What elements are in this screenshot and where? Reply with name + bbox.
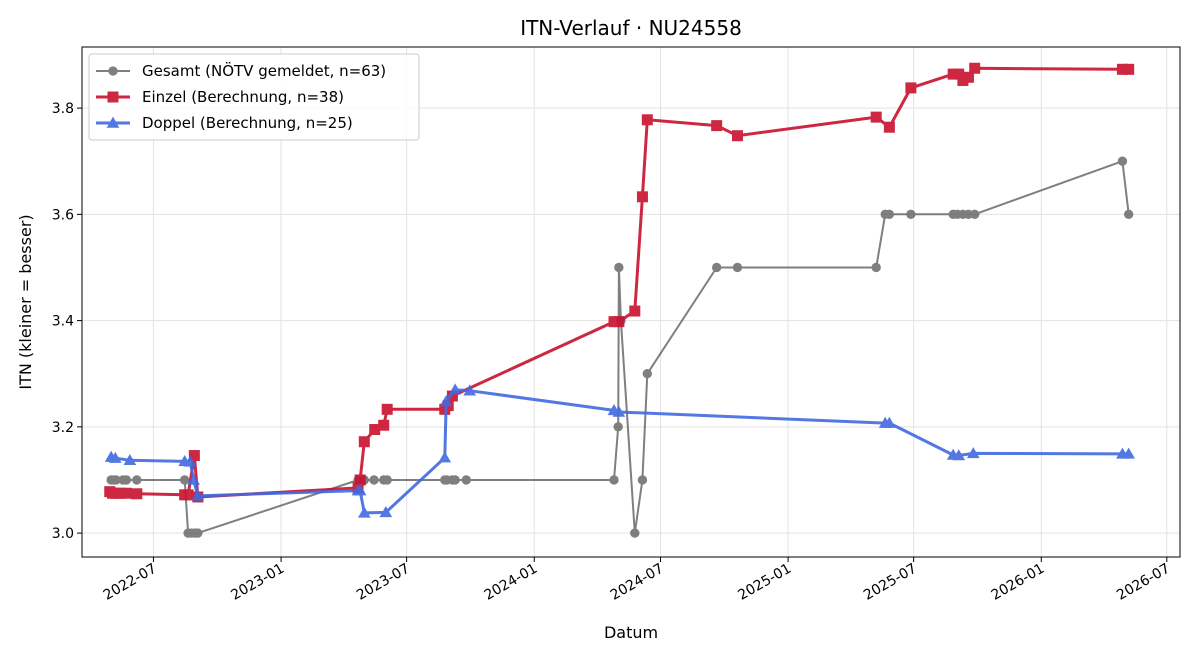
series-point-einzel (731, 130, 743, 142)
series-point-doppel (883, 416, 896, 428)
series-point-doppel (966, 447, 980, 459)
series-point-gesamt (121, 475, 132, 485)
series-line-doppel-group (104, 383, 1135, 518)
series-point-gesamt (179, 475, 190, 485)
series-point-einzel (711, 120, 723, 132)
series-point-einzel (957, 74, 969, 86)
legend-entry-label: Einzel (Berechnung, n=38) (142, 88, 344, 106)
series-point-einzel (358, 436, 370, 448)
series-point-einzel (120, 487, 132, 499)
series-point-gesamt (613, 422, 623, 432)
series-point-gesamt (642, 369, 652, 379)
y-tick-label: 3.2 (52, 420, 74, 436)
series-point-gesamt (614, 262, 624, 273)
series-point-gesamt (906, 209, 916, 220)
series-point-einzel (114, 487, 126, 499)
legend-swatch (96, 91, 130, 103)
series-point-einzel (354, 474, 366, 486)
series-point-einzel (131, 488, 143, 500)
series-point-doppel (191, 489, 205, 501)
series-point-gesamt (1123, 209, 1134, 220)
series-point-einzel (969, 62, 981, 74)
series-point-gesamt (609, 475, 619, 485)
y-axis-label: ITN (kleiner = besser) (16, 214, 35, 389)
legend-entry-label: Gesamt (NÖTV gemeldet, n=63) (142, 61, 386, 80)
series-point-gesamt (637, 475, 648, 485)
series-point-doppel (438, 451, 452, 463)
series-layer (104, 62, 1135, 538)
series-point-doppel (183, 455, 197, 467)
legend-swatch-marker (108, 66, 118, 76)
legend-swatch (96, 116, 130, 128)
series-point-gesamt (871, 262, 881, 273)
series-point-einzel (182, 489, 194, 501)
legend-box (88, 53, 420, 141)
series-point-doppel (353, 484, 367, 496)
series-point-gesamt (630, 528, 640, 538)
series-point-doppel (952, 449, 966, 461)
series-point-einzel (629, 305, 641, 317)
series-point-gesamt (711, 262, 722, 273)
series-line-einzel-group (104, 62, 1135, 503)
chart-title: ITN-Verlauf · NU24558 (520, 16, 742, 40)
series-point-gesamt (450, 475, 460, 485)
series-point-einzel (947, 68, 959, 80)
series-point-einzel (369, 424, 381, 435)
series-point-gesamt (382, 475, 392, 485)
y-tick-label: 3.8 (52, 101, 74, 117)
series-point-einzel (905, 82, 917, 94)
series-point-einzel (446, 390, 458, 402)
series-point-doppel (379, 506, 393, 518)
y-tick-label: 3.6 (52, 207, 74, 223)
series-point-gesamt (132, 475, 142, 485)
series-point-einzel (1123, 63, 1135, 75)
series-point-gesamt (193, 528, 203, 538)
y-tick-label: 3.4 (52, 314, 74, 330)
legend-swatch-marker (106, 116, 120, 128)
series-point-einzel (1116, 63, 1128, 75)
y-tick-label: 3.0 (52, 526, 74, 542)
series-point-gesamt (461, 475, 471, 485)
series-point-einzel (962, 71, 974, 83)
series-point-gesamt (970, 209, 980, 220)
series-point-doppel (187, 473, 200, 485)
series-point-einzel (641, 114, 653, 126)
series-point-doppel (108, 451, 122, 463)
series-point-doppel (612, 405, 626, 417)
series-point-einzel (378, 419, 390, 431)
series-point-einzel (381, 403, 393, 415)
series-point-gesamt (884, 209, 895, 220)
series-point-doppel (439, 395, 453, 407)
series-point-einzel (613, 316, 625, 328)
legend-entry-label: Doppel (Berechnung, n=25) (142, 114, 353, 132)
legend: Gesamt (NÖTV gemeldet, n=63) Einzel (Bere… (88, 53, 420, 141)
series-point-gesamt (1117, 156, 1128, 166)
series-point-einzel (636, 191, 648, 203)
series-point-einzel (883, 121, 895, 133)
legend-swatch-marker (107, 91, 119, 103)
series-point-gesamt (111, 475, 121, 485)
series-point-doppel (357, 506, 371, 518)
series-point-einzel (188, 450, 200, 462)
series-point-doppel (448, 383, 462, 395)
legend-swatch (96, 66, 130, 76)
series-point-einzel (870, 111, 882, 123)
series-point-doppel (1122, 447, 1135, 459)
x-axis-label: Datum (604, 623, 658, 642)
series-point-einzel (953, 68, 965, 80)
series-point-gesamt (369, 475, 379, 485)
plot-area-frame (81, 46, 1181, 558)
series-point-gesamt (732, 262, 743, 273)
series-point-doppel (463, 384, 477, 396)
series-point-doppel (123, 453, 137, 466)
